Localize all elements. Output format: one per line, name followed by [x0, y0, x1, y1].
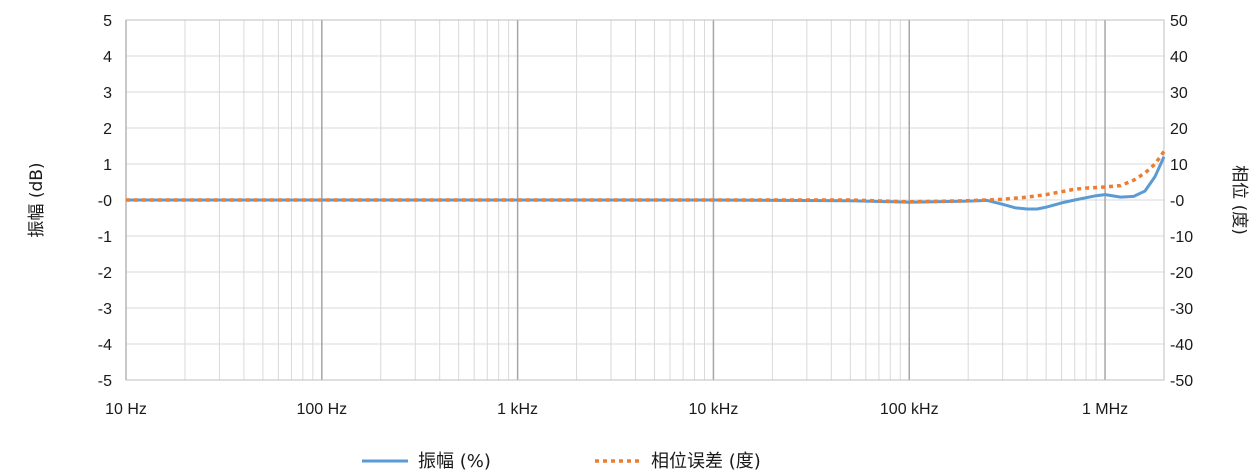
x-tick-label: 100 Hz — [296, 401, 347, 418]
x-tick-label: 10 Hz — [105, 401, 147, 418]
y2-tick-label: 20 — [1170, 121, 1188, 138]
y2-tick-label: 40 — [1170, 49, 1188, 66]
y2-tick-label: 10 — [1170, 157, 1188, 174]
y-tick-label: -0 — [98, 193, 112, 210]
y2-tick-label: -0 — [1170, 193, 1184, 210]
y-tick-label: 4 — [103, 49, 112, 66]
y2-axis-title: 相位 (度) — [1229, 165, 1249, 235]
legend: 振幅 (%) 相位误差 (度) — [362, 451, 761, 472]
series-layer — [126, 150, 1166, 211]
legend-label-phase-error: 相位误差 (度) — [651, 451, 761, 472]
y2-tick-label: -40 — [1170, 337, 1193, 354]
x-tick-label: 10 kHz — [689, 401, 739, 418]
y-tick-label: 2 — [103, 121, 112, 138]
series-line-amplitude — [126, 156, 1166, 211]
y2-tick-label: -10 — [1170, 229, 1193, 246]
x-tick-label: 1 MHz — [1082, 401, 1128, 418]
y-tick-label: 5 — [103, 13, 112, 30]
legend-label-amplitude: 振幅 (%) — [418, 451, 491, 472]
y2-axis-ticks: 50 40 30 20 10 -0 -10 -20 -30 -40 -50 — [1170, 13, 1193, 390]
x-tick-label: 100 kHz — [880, 401, 939, 418]
y-tick-label: -2 — [98, 265, 112, 282]
x-axis-ticks: 10 Hz 100 Hz 1 kHz 10 kHz 100 kHz 1 MHz — [105, 401, 1128, 418]
y-tick-label: -4 — [98, 337, 112, 354]
y-tick-label: -3 — [98, 301, 112, 318]
series-line-phase-error — [126, 150, 1166, 204]
y-axis-title: 振幅 (dB) — [27, 162, 47, 237]
y2-tick-label: 30 — [1170, 85, 1188, 102]
y-tick-label: -5 — [98, 373, 112, 390]
y2-tick-label: -50 — [1170, 373, 1193, 390]
x-tick-label: 1 kHz — [497, 401, 538, 418]
y2-tick-label: 50 — [1170, 13, 1188, 30]
y-tick-label: 3 — [103, 85, 112, 102]
y2-tick-label: -30 — [1170, 301, 1193, 318]
y-tick-label: -1 — [98, 229, 112, 246]
y2-tick-label: -20 — [1170, 265, 1193, 282]
y-tick-label: 1 — [103, 157, 112, 174]
y-axis-ticks: 5 4 3 2 1 -0 -1 -2 -3 -4 -5 — [98, 13, 112, 390]
